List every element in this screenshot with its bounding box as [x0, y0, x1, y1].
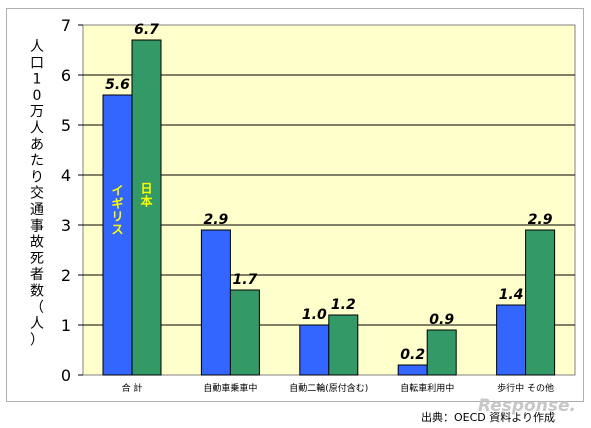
y-tick-label: 4	[61, 166, 71, 185]
bar-japan	[131, 39, 162, 376]
bar-value-label: 1.4	[499, 287, 524, 303]
bar-value-label: 1.0	[302, 307, 327, 323]
gridlines	[83, 74, 575, 326]
x-category-label: 合 計	[122, 382, 143, 394]
series-name-label: 日本	[140, 182, 152, 209]
y-tick-label: 7	[61, 16, 71, 35]
bar-japan	[426, 329, 457, 376]
bar-uk	[299, 324, 330, 376]
bar-japan	[525, 229, 556, 376]
y-tick-label: 0	[61, 366, 71, 385]
bar-value-label: 0.2	[400, 347, 425, 363]
x-category-label: 自動二輪(原付含む)	[289, 382, 368, 394]
y-axis-title: 人口 1 0 万人あたり交通事故死者数（人）	[30, 39, 44, 348]
bar-japan	[229, 289, 260, 376]
bar-value-label: 6.7	[134, 22, 159, 38]
bar-value-label: 2.9	[528, 212, 553, 228]
watermark-logo: Response.	[478, 396, 576, 416]
source-note: 出典：OECD 資料より作成	[421, 411, 556, 424]
bar-uk	[200, 229, 231, 376]
bar-value-label: 5.6	[105, 77, 130, 93]
y-axis-label: 人口 1 0 万人あたり交通事故死者数（人）	[30, 39, 44, 348]
bar-value-label: 1.7	[232, 272, 257, 288]
x-category-label: 歩行中 その他	[497, 382, 554, 394]
y-tick-label: 2	[61, 266, 71, 285]
y-tick-label: 5	[61, 116, 71, 135]
y-axis-ticks: 0 1 2 3 4 5 6 7	[61, 16, 83, 385]
bar-japan	[328, 314, 359, 376]
bar-value-label: 1.2	[331, 297, 356, 313]
y-tick-label: 1	[61, 316, 71, 335]
bar-uk	[496, 304, 527, 376]
bar-uk	[397, 364, 428, 376]
series-name-label: イギリス	[111, 184, 123, 237]
bars	[102, 39, 556, 376]
bar-value-labels: 5.6 6.7 2.9 1.7 1.01.2 0.2 0.9 1.4 2.9	[105, 22, 553, 363]
bar-value-label: 0.9	[429, 312, 454, 328]
series-labels: イギリス 日本	[111, 182, 152, 237]
x-axis-categories: 合 計 自動車乗車中 自動二輪(原付含む) 自転車利用中 歩行中 その他	[122, 382, 554, 394]
x-category-label: 自転車利用中	[400, 382, 454, 394]
bar-value-label: 2.9	[203, 212, 228, 228]
y-tick-label: 3	[61, 216, 71, 235]
y-tick-label: 6	[61, 66, 71, 85]
bar-uk	[102, 94, 133, 376]
x-category-label: 自動車乗車中	[203, 382, 257, 394]
